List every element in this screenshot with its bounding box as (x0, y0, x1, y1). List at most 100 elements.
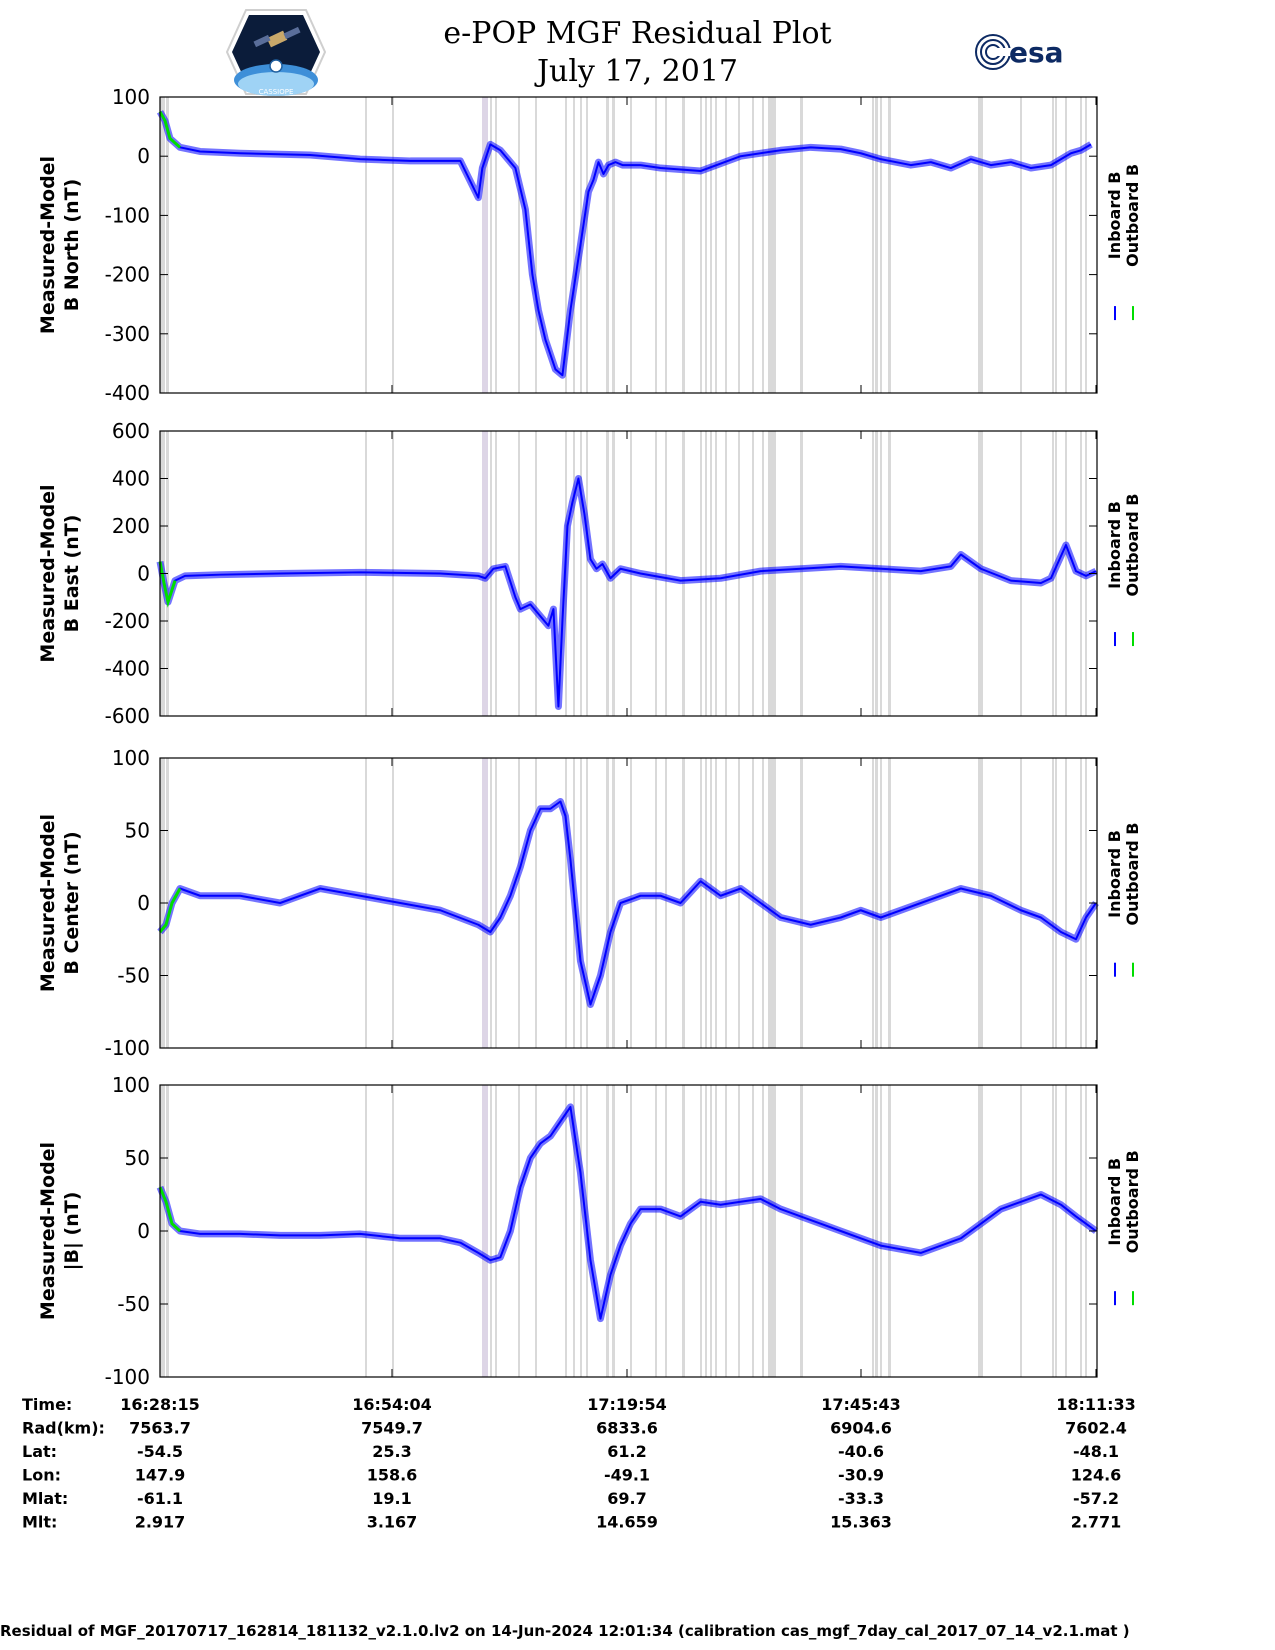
gap-band (888, 1085, 891, 1377)
info-row-value: -48.1 (1073, 1442, 1119, 1461)
gap-band (586, 431, 588, 716)
gap-band (518, 97, 520, 393)
gap-band (978, 97, 980, 393)
info-row-value: -40.6 (838, 1442, 884, 1461)
gap-band (715, 431, 717, 716)
gap-band (875, 1085, 878, 1377)
gap-band (700, 431, 702, 716)
gap-band (705, 758, 707, 1048)
cassiope-mission-logo: CASSIOPE (226, 9, 326, 96)
series-envelope-1 (157, 798, 1099, 1008)
info-row-value: 25.3 (372, 1442, 411, 1461)
gap-band (495, 758, 497, 1048)
gap-band (682, 97, 685, 393)
gap-band (700, 1085, 702, 1377)
gap-band (580, 1085, 582, 1377)
info-row-value: 7602.4 (1065, 1419, 1127, 1438)
y-axis-label: Measured-Model (37, 156, 59, 334)
gap-band (715, 1085, 717, 1377)
chart-subtitle: July 17, 2017 (536, 54, 739, 89)
gap-band (980, 758, 983, 1048)
y-axis-label: Measured-Model (37, 814, 59, 992)
gap-band (612, 758, 615, 1048)
gap-band (800, 1085, 803, 1377)
legend-label: Inboard B (1105, 830, 1124, 918)
gap-band (762, 1085, 764, 1377)
legend-label: Outboard B (1123, 494, 1142, 597)
info-row-value: 15.363 (830, 1513, 892, 1532)
gap-band (872, 1085, 874, 1377)
y-tick-label: 0 (137, 891, 150, 915)
gap-band (768, 97, 776, 393)
legend-label: Inboard B (1105, 172, 1124, 260)
y-tick-label: -50 (117, 1292, 150, 1316)
gap-band (665, 758, 667, 1048)
gap-band (482, 758, 488, 1048)
info-row-label: Lon: (22, 1466, 61, 1485)
gap-band (606, 1085, 609, 1377)
gap-band (606, 97, 609, 393)
y-tick-label: 0 (137, 1219, 150, 1243)
chart-title: e-POP MGF Residual Plot (443, 16, 832, 51)
y-tick-label: -600 (105, 704, 150, 728)
gap-band (1080, 1085, 1082, 1377)
y-tick-label: 600 (112, 419, 150, 443)
gap-band (715, 758, 717, 1048)
y-tick-label: -400 (105, 657, 150, 681)
info-row-value: 17:45:43 (821, 1395, 901, 1414)
chart-panel-3: 100 50 0 -50 -100 Measured-Model B Center (nT)… (37, 746, 1142, 1060)
gap-band (1085, 1085, 1087, 1377)
gap-band (880, 97, 882, 393)
gap-band (655, 1085, 657, 1377)
gap-band (1020, 97, 1022, 393)
gap-band (768, 1085, 776, 1377)
series-line-1 (159, 111, 1092, 377)
gap-band (1020, 1085, 1022, 1377)
gap-band (518, 758, 520, 1048)
gap-band (710, 758, 712, 1048)
gap-band (535, 431, 537, 716)
outboard-series-line (158, 561, 177, 608)
gap-band (495, 97, 497, 393)
info-row-value: 124.6 (1071, 1466, 1122, 1485)
gap-band (888, 97, 891, 393)
gap-band (490, 1085, 492, 1377)
gap-band (752, 97, 754, 393)
gap-band (888, 758, 891, 1048)
gap-band (700, 97, 702, 393)
gap-band (586, 97, 588, 393)
gap-band (573, 431, 575, 716)
gap-band (1065, 1085, 1067, 1377)
gap-band (490, 97, 492, 393)
gap-band (1020, 431, 1022, 716)
outboard-series-line (158, 1186, 182, 1233)
gap-band (705, 431, 707, 716)
info-row-label: Rad(km): (22, 1419, 105, 1438)
gap-band (725, 758, 727, 1048)
info-row-value: 158.6 (367, 1466, 418, 1485)
info-row-value: 6833.6 (596, 1419, 658, 1438)
gap-band (872, 431, 874, 716)
series-envelope-1 (156, 1103, 1099, 1323)
plot-frame (159, 96, 1098, 394)
gap-band (700, 758, 702, 1048)
cassiope-logo-text: CASSIOPE (259, 88, 294, 96)
y-tick-label: -100 (105, 1036, 150, 1060)
info-row-value: 7549.7 (361, 1419, 423, 1438)
gap-band (768, 758, 776, 1048)
gap-band (573, 1085, 575, 1377)
gap-band (705, 1085, 707, 1377)
gap-band (630, 97, 632, 393)
gap-band (875, 97, 878, 393)
info-row-value: 6904.6 (830, 1419, 892, 1438)
gap-band (752, 758, 754, 1048)
y-tick-label: 100 (112, 85, 150, 109)
y-axis-label: B East (nT) (61, 515, 83, 633)
y-tick-label: 100 (112, 1073, 150, 1097)
gap-band (710, 97, 712, 393)
legend-label: Outboard B (1123, 1150, 1142, 1253)
gap-band (565, 758, 567, 1048)
gap-band (1080, 758, 1082, 1048)
info-row-value: 61.2 (607, 1442, 646, 1461)
gap-band (612, 1085, 615, 1377)
